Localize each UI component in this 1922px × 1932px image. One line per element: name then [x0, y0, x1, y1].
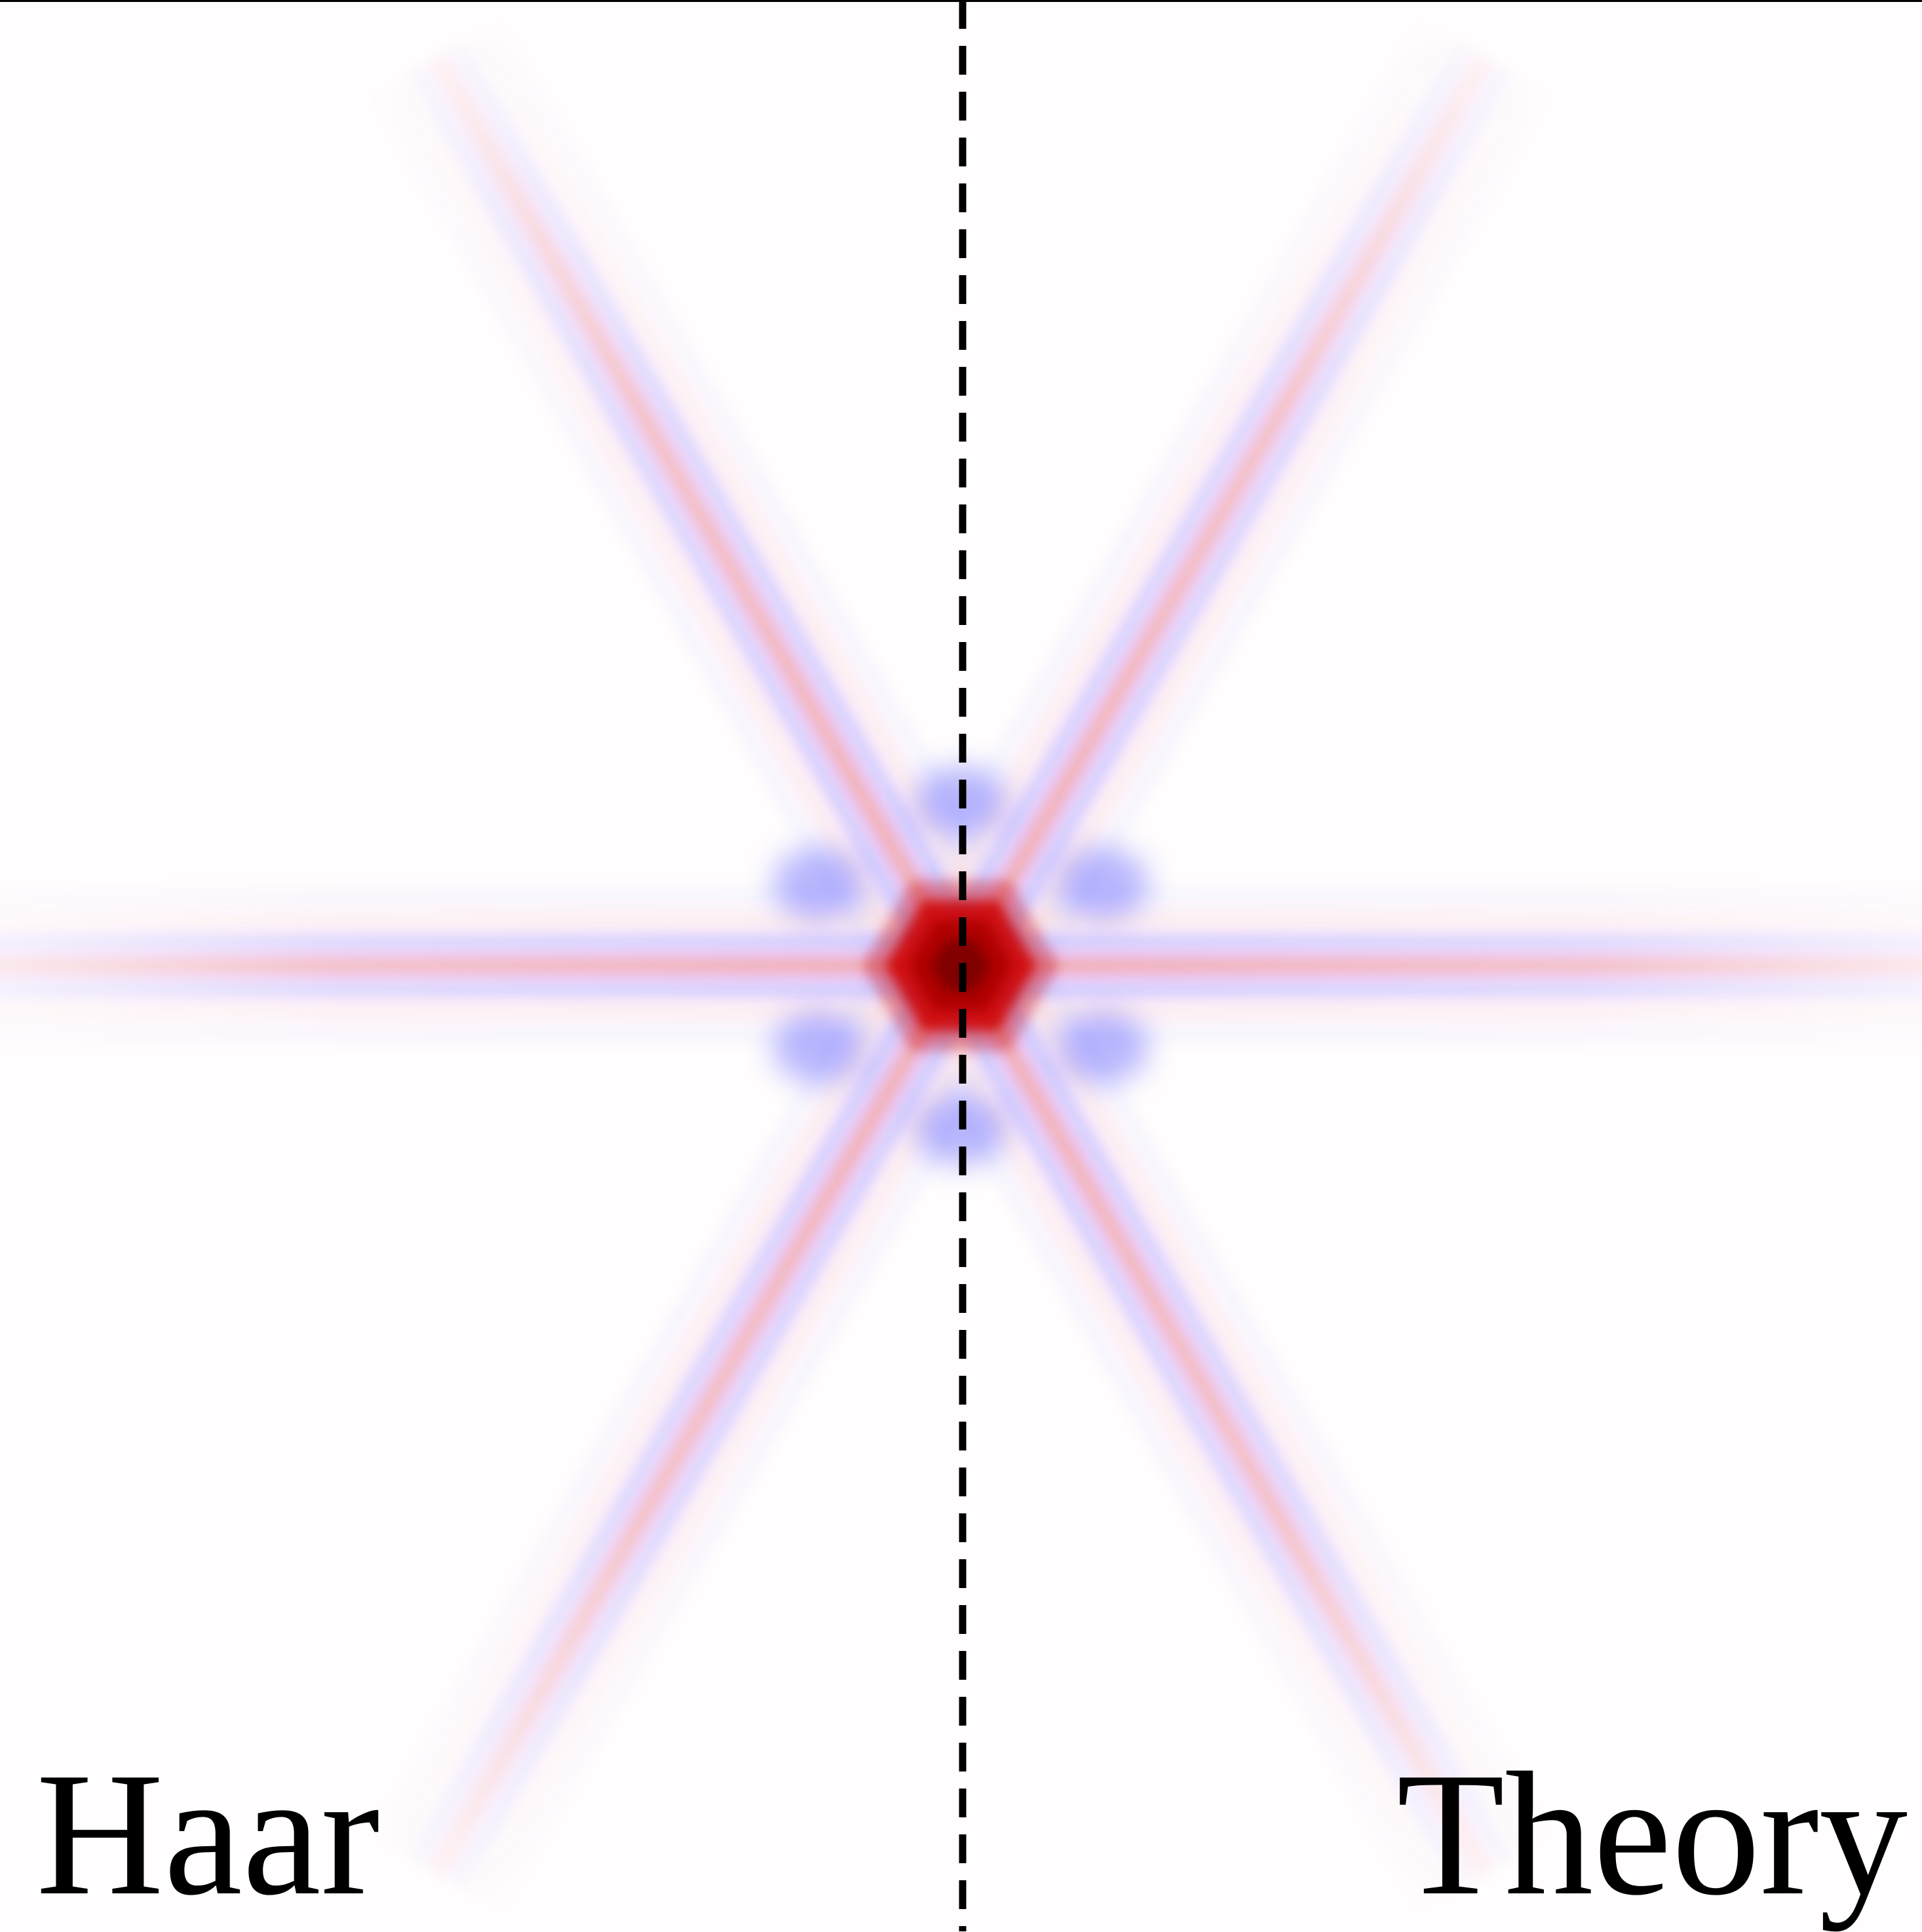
negative-lobe [1056, 1012, 1149, 1084]
panel-label-haar: Haar [36, 1736, 380, 1932]
negative-lobe [1056, 848, 1149, 920]
negative-lobe [773, 848, 865, 920]
panel-label-theory: Theory [1396, 1736, 1908, 1932]
negative-lobe [773, 1012, 865, 1084]
heatmap-core [773, 766, 1149, 1165]
